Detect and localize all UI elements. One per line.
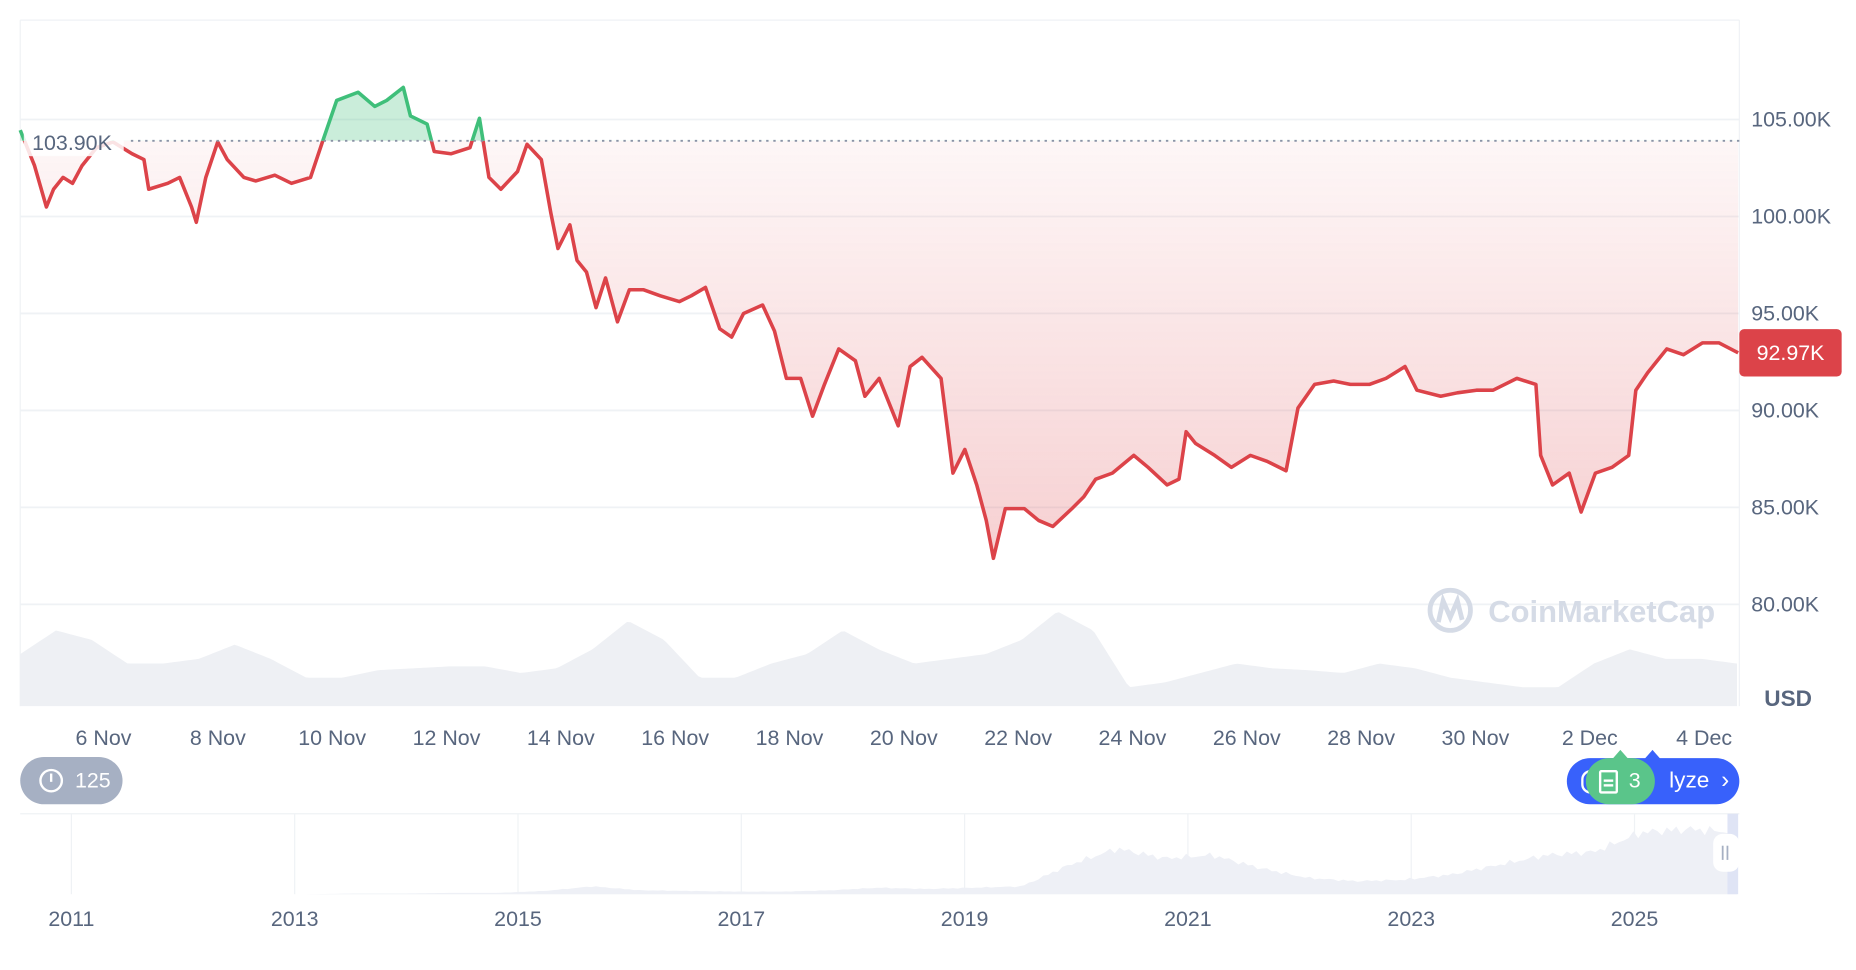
y-tick-label: 85.00K — [1751, 496, 1819, 520]
x-tick-label: 22 Nov — [984, 726, 1052, 750]
y-tick-label: 95.00K — [1751, 302, 1819, 326]
navigator-year-label: 2015 — [494, 907, 542, 931]
x-tick-label: 26 Nov — [1213, 726, 1281, 750]
navigator-handle[interactable] — [1713, 834, 1739, 872]
x-tick-label: 16 Nov — [641, 726, 709, 750]
x-tick-label: 8 Nov — [190, 726, 246, 750]
navigator-year-label: 2025 — [1611, 907, 1659, 931]
baseline-label: 103.90K — [32, 131, 112, 155]
navigator-year-label: 2023 — [1387, 907, 1435, 931]
x-tick-label: 4 Dec — [1676, 726, 1732, 750]
history-count: 125 — [75, 768, 111, 793]
navigator-year-label: 2013 — [271, 907, 319, 931]
currency-label: USD — [1764, 686, 1812, 711]
news-count: 3 — [1629, 769, 1641, 794]
y-tick-label: 80.00K — [1751, 593, 1819, 617]
x-tick-label: 20 Nov — [870, 726, 938, 750]
current-price-tag: 92.97K — [1739, 329, 1841, 376]
analyze-pointer — [1644, 750, 1661, 759]
navigator-year-label: 2021 — [1164, 907, 1212, 931]
navigator-year-label: 2017 — [717, 907, 765, 931]
news-pointer — [1612, 750, 1629, 759]
svg-text:92.97K: 92.97K — [1757, 341, 1825, 365]
history-count-button[interactable]: 125 — [20, 757, 122, 804]
x-tick-label: 28 Nov — [1327, 726, 1395, 750]
chevron-right-icon: › — [1721, 768, 1729, 795]
navigator-year-label: 2011 — [48, 907, 94, 931]
y-tick-label: 90.00K — [1751, 399, 1819, 423]
x-tick-label: 30 Nov — [1442, 726, 1510, 750]
svg-text:CoinMarketCap: CoinMarketCap — [1488, 594, 1715, 629]
x-tick-label: 10 Nov — [298, 726, 366, 750]
x-tick-label: 14 Nov — [527, 726, 595, 750]
x-tick-label: 6 Nov — [76, 726, 132, 750]
x-tick-label: 12 Nov — [413, 726, 481, 750]
volume-area — [20, 612, 1737, 706]
y-tick-label: 100.00K — [1751, 205, 1831, 229]
x-tick-label: 24 Nov — [1099, 726, 1167, 750]
news-count-button[interactable]: 3 — [1586, 758, 1655, 804]
below-baseline-area — [20, 87, 1738, 558]
y-tick-label: 105.00K — [1751, 108, 1831, 132]
range-navigator[interactable]: 2011 2013 2015 2017 2019 2021 2023 2025 — [20, 814, 1739, 931]
coinmarketcap-watermark: CoinMarketCap — [1430, 590, 1715, 630]
x-tick-label: 18 Nov — [756, 726, 824, 750]
navigator-history-area — [20, 826, 1737, 894]
history-icon — [39, 769, 63, 793]
x-tick-label: 2 Dec — [1562, 726, 1618, 750]
document-icon — [1599, 769, 1618, 793]
navigator-year-label: 2019 — [941, 907, 989, 931]
analyze-label: lyze — [1669, 768, 1709, 794]
